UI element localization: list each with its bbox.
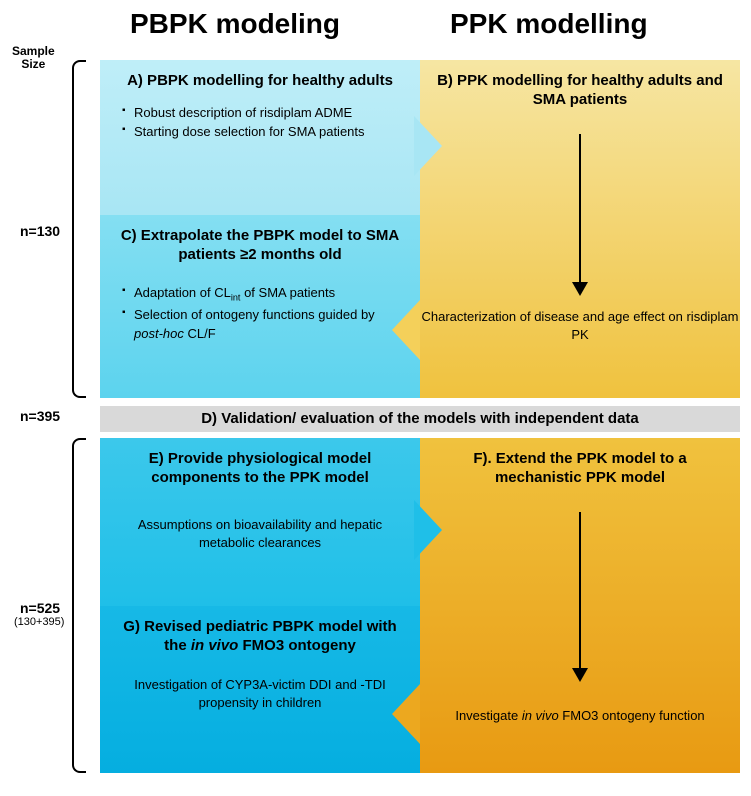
arrow-f-down-head: [572, 668, 588, 682]
box-a-bullet-1: Robust description of risdiplam ADME: [122, 103, 404, 123]
n-130: n=130: [20, 223, 60, 239]
box-a: A) PBPK modelling for healthy adults Rob…: [100, 60, 420, 215]
box-c-bullets: Adaptation of CLint of SMA patients Sele…: [116, 283, 404, 344]
n-395: n=395: [20, 408, 60, 424]
bracket-bottom: [72, 438, 86, 773]
box-a-bullet-2: Starting dose selection for SMA patients: [122, 122, 404, 142]
box-c-bullet-2: Selection of ontogeny functions guided b…: [122, 305, 404, 344]
box-f-body: Investigate in vivo FMO3 ontogeny functi…: [420, 707, 740, 725]
sample-size-label: Sample Size: [12, 45, 55, 71]
box-g-body: Investigation of CYP3A-victim DDI and -T…: [116, 676, 404, 712]
box-g-title: G) Revised pediatric PBPK model with the…: [116, 618, 404, 656]
box-c: C) Extrapolate the PBPK model to SMA pat…: [100, 215, 420, 398]
box-a-bullets: Robust description of risdiplam ADME Sta…: [116, 103, 404, 142]
box-e: E) Provide physiological model component…: [100, 438, 420, 606]
box-b-title: B) PPK modelling for healthy adults and …: [436, 72, 724, 110]
diagram-root: PBPK modeling PPK modelling Sample Size …: [0, 0, 751, 796]
arrow-e-to-f: [414, 500, 442, 560]
arrow-f-to-g: [392, 684, 420, 744]
box-a-title: A) PBPK modelling for healthy adults: [116, 72, 404, 91]
left-col-title: PBPK modeling: [130, 8, 340, 40]
n-525-sub: (130+395): [14, 616, 64, 628]
bracket-top: [72, 60, 86, 398]
box-d: D) Validation/ evaluation of the models …: [100, 406, 740, 432]
n-525: n=525: [20, 600, 60, 616]
arrow-f-down-line: [579, 512, 581, 668]
box-e-body: Assumptions on bioavailability and hepat…: [116, 516, 404, 552]
arrow-b-to-c: [392, 300, 420, 360]
right-col-title: PPK modelling: [450, 8, 648, 40]
box-c-title: C) Extrapolate the PBPK model to SMA pat…: [116, 227, 404, 265]
box-f-title: F). Extend the PPK model to a mechanisti…: [436, 450, 724, 488]
sample-size-line2: Size: [21, 57, 45, 71]
arrow-b-down-line: [579, 134, 581, 282]
sample-size-line1: Sample: [12, 44, 55, 58]
box-b-body: Characterization of disease and age effe…: [420, 308, 740, 344]
box-e-title: E) Provide physiological model component…: [116, 450, 404, 488]
box-c-bullet-1: Adaptation of CLint of SMA patients: [122, 283, 404, 305]
box-g: G) Revised pediatric PBPK model with the…: [100, 606, 420, 773]
arrow-b-down-head: [572, 282, 588, 296]
arrow-a-to-b: [414, 116, 442, 176]
